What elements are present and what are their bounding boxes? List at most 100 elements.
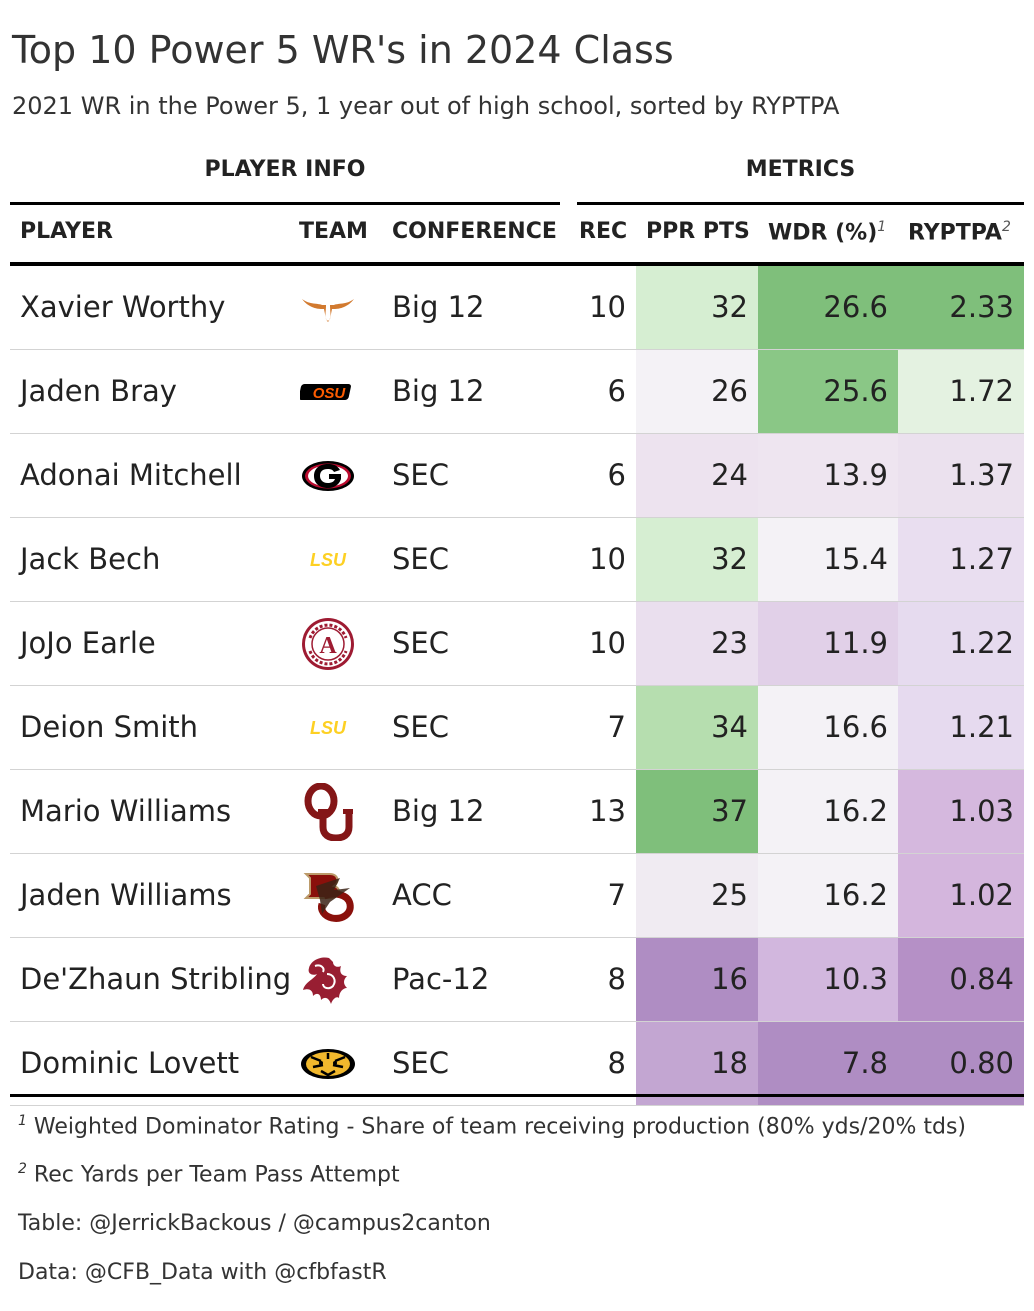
spanner-metrics: METRICS <box>577 157 1024 205</box>
player-name: De'Zhaun Stribling <box>20 962 292 996</box>
ppr-value: 34 <box>636 686 758 769</box>
footnote-1-text: Weighted Dominator Rating - Share of tea… <box>33 1114 967 1140</box>
player-name: Dominic Lovett <box>20 1046 240 1080</box>
rec-value: 6 <box>607 374 626 408</box>
table-row: Jack Bech LSU SEC 10 32 15.4 1.27 <box>10 518 1024 602</box>
table-row: Dominic Lovett SEC 8 18 7.8 0.80 <box>10 1022 1024 1106</box>
header-rule <box>10 262 1024 266</box>
lsu-icon: LSU <box>298 518 358 601</box>
ppr-value: 18 <box>636 1022 758 1105</box>
ppr-value: 24 <box>636 434 758 517</box>
rec-value: 10 <box>589 626 626 660</box>
ryptpa-value: 1.02 <box>898 854 1024 937</box>
wdr-value: 15.4 <box>758 518 898 601</box>
rec-value: 10 <box>589 290 626 324</box>
wdr-value: 16.6 <box>758 686 898 769</box>
column-header-wdr-footnote-mark: 1 <box>877 219 887 235</box>
player-name: Adonai Mitchell <box>20 458 242 492</box>
player-name: Mario Williams <box>20 794 232 828</box>
ryptpa-value: 1.21 <box>898 686 1024 769</box>
boston-college-icon <box>298 854 358 937</box>
column-header-ryptpa: RYPTPA2 <box>908 219 1011 245</box>
player-name: Jaden Williams <box>20 878 232 912</box>
conference-name: Big 12 <box>392 374 485 408</box>
oklahoma-ou-icon <box>298 770 358 853</box>
footnote-2: 2 Rec Yards per Team Pass Attempt <box>18 1161 400 1187</box>
rec-value: 7 <box>607 878 626 912</box>
column-header-rec: REC <box>579 219 628 244</box>
table-row: Mario Williams Big 12 13 37 16.2 1.03 <box>10 770 1024 854</box>
ryptpa-value: 0.80 <box>898 1022 1024 1105</box>
ryptpa-value: 1.37 <box>898 434 1024 517</box>
conference-name: SEC <box>392 458 449 492</box>
wdr-value: 26.6 <box>758 266 898 349</box>
missouri-tiger-icon <box>298 1022 358 1105</box>
ryptpa-value: 1.22 <box>898 602 1024 685</box>
column-header-wdr-label: WDR (%) <box>768 220 878 246</box>
texas-longhorn-icon <box>298 266 358 349</box>
conference-name: Big 12 <box>392 290 485 324</box>
ppr-value: 16 <box>636 938 758 1021</box>
rec-value: 6 <box>607 458 626 492</box>
column-header-ppr: PPR PTS <box>646 219 750 244</box>
player-name: Jaden Bray <box>20 374 177 408</box>
wdr-value: 16.2 <box>758 854 898 937</box>
column-header-player: PLAYER <box>20 219 113 244</box>
table-row: Deion Smith LSU SEC 7 34 16.6 1.21 <box>10 686 1024 770</box>
table-row: Jaden Bray OSU Big 12 6 26 25.6 1.72 <box>10 350 1024 434</box>
wdr-value: 10.3 <box>758 938 898 1021</box>
table-row: De'Zhaun Stribling Pac-12 8 16 10.3 0.84 <box>10 938 1024 1022</box>
footnote-2-text: Rec Yards per Team Pass Attempt <box>33 1162 400 1188</box>
player-name: Deion Smith <box>20 710 199 744</box>
footnote-1: 1 Weighted Dominator Rating - Share of t… <box>18 1113 966 1139</box>
conference-name: Big 12 <box>392 794 485 828</box>
spanner-player-info-label: PLAYER INFO <box>204 157 366 182</box>
wdr-value: 7.8 <box>758 1022 898 1105</box>
spanner-player-info: PLAYER INFO <box>10 157 560 205</box>
player-name: JoJo Earle <box>20 626 156 660</box>
ryptpa-value: 1.03 <box>898 770 1024 853</box>
svg-text:OSU: OSU <box>313 385 347 402</box>
table-row: Jaden Williams ACC 7 25 16.2 1.02 <box>10 854 1024 938</box>
column-header-ryptpa-label: RYPTPA <box>908 220 1002 246</box>
column-header-team: TEAM <box>299 219 368 244</box>
ppr-value: 32 <box>636 266 758 349</box>
table-bottom-rule <box>10 1094 1024 1097</box>
table-body: Xavier Worthy Big 12 10 32 26.6 2.33 Jaden Bra… <box>10 266 1024 1106</box>
alabama-icon: A <box>298 602 358 685</box>
footnote-2-mark: 2 <box>18 1161 27 1177</box>
table-title: Top 10 Power 5 WR's in 2024 Class <box>12 28 674 72</box>
ryptpa-value: 2.33 <box>898 266 1024 349</box>
wdr-value: 11.9 <box>758 602 898 685</box>
footnote-1-mark: 1 <box>18 1113 27 1129</box>
oklahoma-state-icon: OSU <box>298 350 358 433</box>
ppr-value: 25 <box>636 854 758 937</box>
ppr-value: 23 <box>636 602 758 685</box>
source-data-credit: Data: @CFB_Data with @cfbfastR <box>18 1260 387 1285</box>
wdr-value: 16.2 <box>758 770 898 853</box>
georgia-g-icon <box>298 434 358 517</box>
lsu-icon: LSU <box>298 686 358 769</box>
column-header-conference: CONFERENCE <box>392 219 557 244</box>
conference-name: SEC <box>392 710 449 744</box>
svg-text:LSU: LSU <box>310 550 347 570</box>
table-row: Adonai Mitchell SEC 6 24 13.9 1.37 <box>10 434 1024 518</box>
conference-name: SEC <box>392 626 449 660</box>
ppr-value: 26 <box>636 350 758 433</box>
conference-name: ACC <box>392 878 452 912</box>
table-subtitle: 2021 WR in the Power 5, 1 year out of hi… <box>12 92 840 120</box>
table-row: Xavier Worthy Big 12 10 32 26.6 2.33 <box>10 266 1024 350</box>
column-header-wdr: WDR (%)1 <box>768 219 886 245</box>
rec-value: 10 <box>589 542 626 576</box>
source-table-credit: Table: @JerrickBackous / @campus2canton <box>18 1211 491 1236</box>
wdr-value: 13.9 <box>758 434 898 517</box>
ryptpa-value: 0.84 <box>898 938 1024 1021</box>
rec-value: 13 <box>589 794 626 828</box>
conference-name: SEC <box>392 542 449 576</box>
player-name: Xavier Worthy <box>20 290 226 324</box>
rec-value: 8 <box>607 1046 626 1080</box>
table-row: JoJo Earle A SEC 10 23 11.9 1.22 <box>10 602 1024 686</box>
svg-text:A: A <box>319 633 337 659</box>
washington-state-icon <box>298 938 358 1021</box>
ryptpa-value: 1.27 <box>898 518 1024 601</box>
